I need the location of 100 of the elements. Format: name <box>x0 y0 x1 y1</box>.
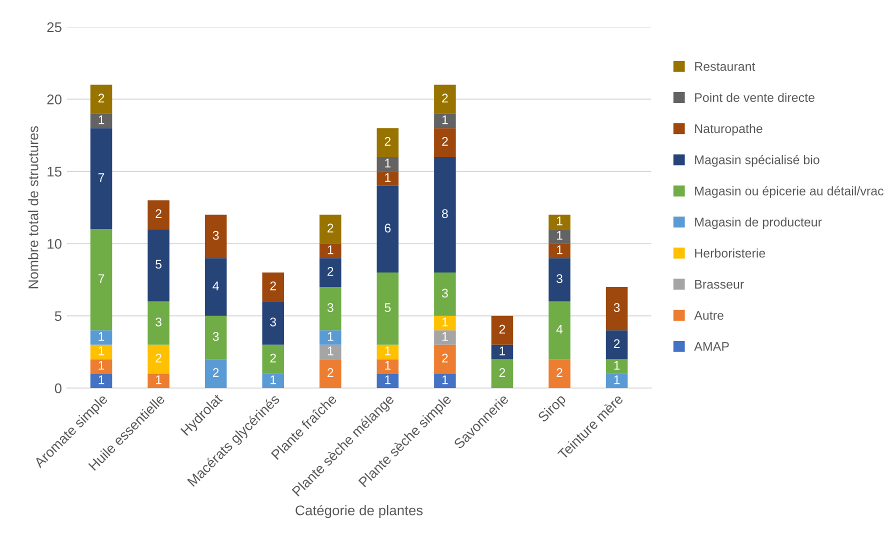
data-label: 3 <box>442 288 448 298</box>
data-label: 1 <box>328 245 334 254</box>
data-label: 3 <box>556 274 562 284</box>
data-label: 1 <box>442 375 448 384</box>
bar <box>376 344 399 360</box>
data-label: 1 <box>385 158 391 168</box>
data-label: 1 <box>556 231 562 240</box>
data-label: 2 <box>614 339 620 348</box>
bar <box>90 229 112 330</box>
bar <box>434 330 456 345</box>
bar <box>491 359 514 388</box>
data-label: 3 <box>614 303 620 312</box>
data-label: 7 <box>98 173 104 182</box>
bar <box>320 286 342 330</box>
data-label: 4 <box>212 282 219 290</box>
bar <box>434 374 456 388</box>
bar <box>320 330 342 345</box>
legend-label: Point de vente directe <box>695 92 814 102</box>
legend-label: Magasin de producteur <box>695 217 822 229</box>
bar <box>90 374 112 388</box>
bar <box>204 316 227 360</box>
bar <box>434 84 456 114</box>
bar <box>606 359 628 374</box>
bar <box>148 344 170 374</box>
data-label: 2 <box>328 368 334 377</box>
legend-label: Restaurant <box>695 62 756 71</box>
data-label: 3 <box>212 230 219 240</box>
bar <box>376 128 399 157</box>
bar <box>262 374 284 388</box>
data-label: 1 <box>442 332 448 341</box>
data-label: 2 <box>442 354 448 362</box>
data-label: 6 <box>384 224 391 233</box>
bar <box>90 330 112 345</box>
bar <box>606 330 628 360</box>
bar <box>204 359 227 388</box>
data-label: 7 <box>98 274 104 283</box>
y-tick-label: 25 <box>47 22 62 32</box>
data-label: 1 <box>156 375 162 384</box>
bar <box>376 156 399 172</box>
data-label: 3 <box>212 332 219 341</box>
data-label: 1 <box>556 216 562 226</box>
data-label: 2 <box>270 281 276 290</box>
bar <box>376 272 399 345</box>
data-label: 2 <box>98 94 104 102</box>
data-label: 1 <box>98 332 104 341</box>
y-tick-label: 15 <box>48 166 62 177</box>
legend-label: Magasin spécialisé bio <box>695 154 820 167</box>
bar <box>434 272 456 316</box>
data-label: 1 <box>385 173 391 182</box>
data-label: 2 <box>270 354 276 362</box>
bar <box>376 171 399 186</box>
bar <box>90 359 112 374</box>
bar <box>90 128 112 230</box>
bar <box>262 301 284 345</box>
data-label: 4 <box>556 324 563 334</box>
legend-label: AMAP <box>694 342 729 351</box>
bar <box>548 359 570 388</box>
data-label: 2 <box>499 368 506 377</box>
bar <box>548 214 570 230</box>
bar <box>491 316 514 345</box>
bar <box>491 344 514 360</box>
y-axis-title: Nombre total de structures <box>28 126 38 288</box>
data-label: 8 <box>442 209 448 218</box>
legend-label: Brasseur <box>695 280 744 289</box>
data-label: 2 <box>328 224 334 232</box>
bar <box>262 272 284 302</box>
data-label: 2 <box>556 368 562 377</box>
data-label: 1 <box>98 115 104 124</box>
data-label: 1 <box>328 346 334 356</box>
bar <box>434 114 456 128</box>
bar <box>148 374 170 388</box>
bar <box>434 156 456 273</box>
bar <box>434 128 456 157</box>
data-label: 1 <box>614 361 620 370</box>
data-label: 3 <box>270 318 276 326</box>
bar <box>204 258 227 316</box>
data-label: 1 <box>98 346 104 356</box>
bar <box>148 229 170 302</box>
bar <box>548 258 570 302</box>
data-label: 3 <box>156 318 162 326</box>
data-label: 2 <box>212 368 219 377</box>
data-label: 1 <box>98 361 104 370</box>
legend-label: Autre <box>694 311 724 320</box>
data-label: 1 <box>385 346 391 356</box>
data-label: 1 <box>328 332 334 341</box>
data-label: 5 <box>156 260 162 269</box>
data-label: 2 <box>384 137 391 146</box>
bar <box>376 186 399 273</box>
data-label: 1 <box>614 375 620 384</box>
data-label: 1 <box>442 115 448 124</box>
data-label: 1 <box>98 375 104 384</box>
legend-label: Magasin ou épicerie au détail/vrac <box>695 186 884 198</box>
bar <box>606 374 628 388</box>
bar <box>320 258 342 287</box>
data-label: 2 <box>442 137 448 146</box>
bar <box>548 301 570 360</box>
x-axis-title: Catégorie de plantes <box>296 504 423 518</box>
data-label: 1 <box>556 245 562 254</box>
bar <box>90 114 112 128</box>
data-label: 1 <box>270 375 276 384</box>
